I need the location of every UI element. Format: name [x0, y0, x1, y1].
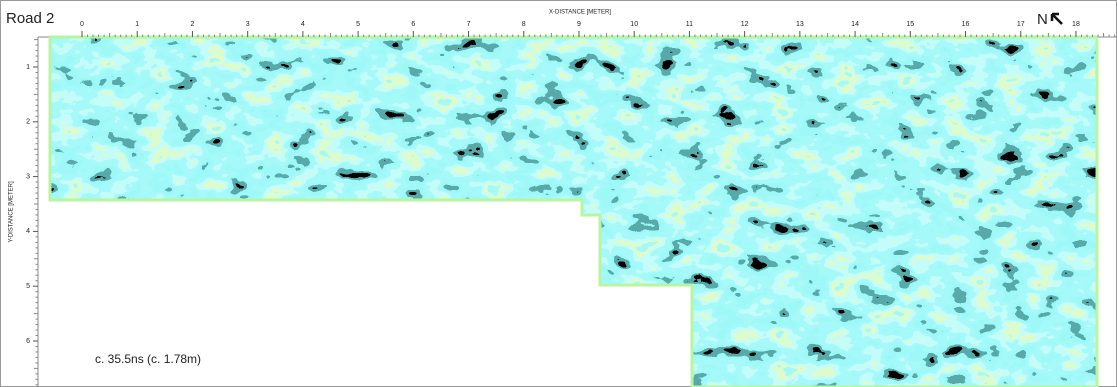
amplitude-texture [50, 37, 1097, 387]
x-tick-label: 13 [796, 21, 804, 28]
x-tick-label: 1 [135, 21, 139, 28]
y-tick-label: 2 [26, 119, 30, 126]
north-arrow [1050, 12, 1063, 25]
x-tick-label: 2 [190, 21, 194, 28]
y-tick-label: 6 [26, 338, 30, 345]
y-tick-label: 3 [26, 173, 30, 180]
radar-slice [50, 37, 1097, 387]
x-tick-label: 9 [577, 21, 581, 28]
x-tick-label: 18 [1072, 21, 1080, 28]
x-tick-label: 6 [411, 21, 415, 28]
x-tick-label: 4 [301, 21, 305, 28]
x-tick-label: 5 [356, 21, 360, 28]
y-tick-label: 1 [26, 64, 30, 71]
x-tick-label: 17 [1017, 21, 1025, 28]
x-tick-label: 14 [851, 21, 859, 28]
annotation: c. 35.5ns (c. 1.78m) [95, 352, 201, 366]
y-axis-label: Y-DISTANCE [METER] [9, 181, 15, 243]
x-tick-label: 11 [686, 21, 693, 28]
title: Road 2 [6, 10, 54, 27]
x-axis-label: X-DISTANCE [METER] [549, 10, 611, 16]
x-tick-label: 10 [630, 21, 638, 28]
x-tick-label: 3 [246, 21, 250, 28]
x-tick-label: 8 [522, 21, 526, 28]
north-label: N [1037, 11, 1048, 28]
y-tick-label: 4 [26, 228, 30, 235]
x-tick-label: 7 [467, 21, 471, 28]
x-tick-label: 15 [906, 21, 914, 28]
slice-edge [48, 35, 1099, 387]
x-tick-label: 16 [962, 21, 970, 28]
y-tick-label: 5 [26, 283, 30, 290]
x-tick-label: 0 [80, 21, 84, 28]
x-tick-label: 12 [741, 21, 749, 28]
